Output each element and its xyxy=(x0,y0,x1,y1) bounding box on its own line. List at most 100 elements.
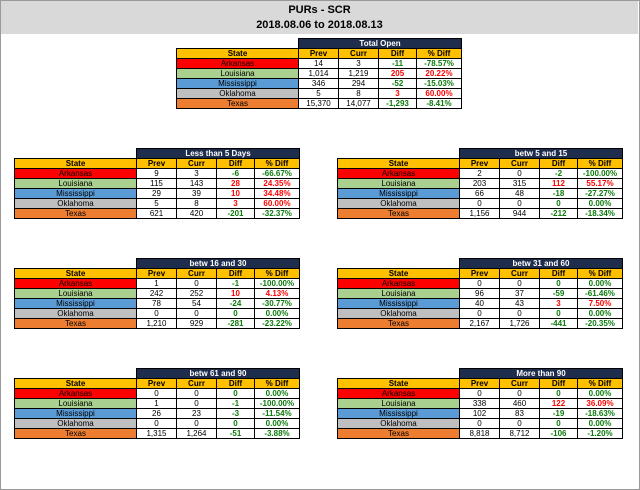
diff-cell: -441 xyxy=(539,318,578,329)
prev-cell: 346 xyxy=(298,78,339,89)
curr-cell: 23 xyxy=(176,408,217,419)
report-title: PURs - SCR xyxy=(288,4,351,16)
prev-cell: 102 xyxy=(459,408,500,419)
state-cell: Louisiana xyxy=(337,398,460,409)
pct-cell: 60.00% xyxy=(416,88,462,99)
prev-cell: 2,167 xyxy=(459,318,500,329)
prev-cell: 14 xyxy=(298,58,339,69)
table-title: betw 61 and 90 xyxy=(136,368,300,379)
prev-cell: 338 xyxy=(459,398,500,409)
curr-cell: 8 xyxy=(338,88,379,99)
pct-cell: -1.20% xyxy=(577,428,623,439)
pct-cell: 0.00% xyxy=(577,388,623,399)
diff-cell: -19 xyxy=(539,408,578,419)
column-header: Prev xyxy=(136,158,177,169)
diff-cell: 28 xyxy=(216,178,255,189)
prev-cell: 621 xyxy=(136,208,177,219)
state-cell: Louisiana xyxy=(14,288,137,299)
curr-cell: 1,219 xyxy=(338,68,379,79)
table-row: Oklahoma 5 8 3 60.00% xyxy=(176,88,462,99)
pct-cell: -23.22% xyxy=(254,318,300,329)
pct-cell: 4.13% xyxy=(254,288,300,299)
blank-cell xyxy=(338,369,460,379)
column-header: Curr xyxy=(338,48,379,59)
table-row: Louisiana 203 315 112 55.17% xyxy=(337,178,623,189)
blank-cell xyxy=(15,369,137,379)
curr-cell: 3 xyxy=(338,58,379,69)
table-row: Arkansas 1 0 -1 -100.00% xyxy=(14,278,300,289)
diff-cell: 0 xyxy=(216,418,255,429)
state-cell: Arkansas xyxy=(337,388,460,399)
table-row: Texas 8,818 8,712 -106 -1.20% xyxy=(337,428,623,439)
column-header: % Diff xyxy=(577,378,623,389)
table-row: Arkansas 9 3 -6 -66.67% xyxy=(14,168,300,179)
diff-cell: 3 xyxy=(378,88,417,99)
pct-cell: 0.00% xyxy=(254,388,300,399)
curr-cell: 420 xyxy=(176,208,217,219)
column-header: Curr xyxy=(499,158,540,169)
state-cell: Louisiana xyxy=(14,178,137,189)
blank-cell xyxy=(177,39,299,49)
column-header: Diff xyxy=(216,158,255,169)
column-header: % Diff xyxy=(254,268,300,279)
pct-cell: -66.67% xyxy=(254,168,300,179)
prev-cell: 2 xyxy=(459,168,500,179)
prev-cell: 5 xyxy=(298,88,339,99)
prev-cell: 0 xyxy=(136,308,177,319)
column-header: Prev xyxy=(298,48,339,59)
table-row: Oklahoma 0 0 0 0.00% xyxy=(14,418,300,429)
table-title: betw 31 and 60 xyxy=(459,258,623,269)
column-header: Prev xyxy=(459,268,500,279)
table-row: Arkansas 0 0 0 0.00% xyxy=(337,388,623,399)
table-row: Texas 1,156 944 -212 -18.34% xyxy=(337,208,623,219)
prev-cell: 29 xyxy=(136,188,177,199)
column-header: Diff xyxy=(539,158,578,169)
state-cell: Mississippi xyxy=(337,298,460,309)
diff-cell: -51 xyxy=(216,428,255,439)
curr-cell: 0 xyxy=(499,278,540,289)
state-cell: Texas xyxy=(337,208,460,219)
pct-cell: -78.57% xyxy=(416,58,462,69)
state-cell: Arkansas xyxy=(14,278,137,289)
curr-cell: 143 xyxy=(176,178,217,189)
diff-cell: -201 xyxy=(216,208,255,219)
state-cell: Mississippi xyxy=(337,188,460,199)
prev-cell: 0 xyxy=(136,418,177,429)
curr-cell: 0 xyxy=(499,418,540,429)
table-row: Mississippi 26 23 -3 -11.54% xyxy=(14,408,300,419)
diff-cell: -1,293 xyxy=(378,98,417,109)
pct-cell: -32.37% xyxy=(254,208,300,219)
curr-cell: 3 xyxy=(176,168,217,179)
table-title: Less than 5 Days xyxy=(136,148,300,159)
column-header: State xyxy=(14,268,137,279)
curr-cell: 54 xyxy=(176,298,217,309)
prev-cell: 40 xyxy=(459,298,500,309)
column-header: State xyxy=(337,378,460,389)
table-row: Mississippi 102 83 -19 -18.63% xyxy=(337,408,623,419)
curr-cell: 0 xyxy=(176,398,217,409)
table-row: Arkansas 0 0 0 0.00% xyxy=(14,388,300,399)
diff-cell: -1 xyxy=(216,278,255,289)
state-cell: Oklahoma xyxy=(337,308,460,319)
column-header: State xyxy=(337,158,460,169)
diff-cell: -52 xyxy=(378,78,417,89)
state-cell: Texas xyxy=(176,98,299,109)
pct-cell: -27.27% xyxy=(577,188,623,199)
curr-cell: 0 xyxy=(499,198,540,209)
state-cell: Louisiana xyxy=(337,178,460,189)
prev-cell: 1,014 xyxy=(298,68,339,79)
state-cell: Texas xyxy=(14,208,137,219)
pct-cell: 0.00% xyxy=(254,418,300,429)
table-row: Arkansas 2 0 -2 -100.00% xyxy=(337,168,623,179)
table-row: Louisiana 1,014 1,219 205 20.22% xyxy=(176,68,462,79)
diff-cell: -3 xyxy=(216,408,255,419)
state-cell: Texas xyxy=(337,428,460,439)
state-cell: Oklahoma xyxy=(14,198,137,209)
state-cell: Arkansas xyxy=(337,168,460,179)
pct-cell: 24.35% xyxy=(254,178,300,189)
column-header: Curr xyxy=(176,268,217,279)
table-row: Louisiana 338 460 122 36.09% xyxy=(337,398,623,409)
column-header: State xyxy=(14,158,137,169)
diff-cell: 0 xyxy=(539,418,578,429)
column-header: Curr xyxy=(176,378,217,389)
